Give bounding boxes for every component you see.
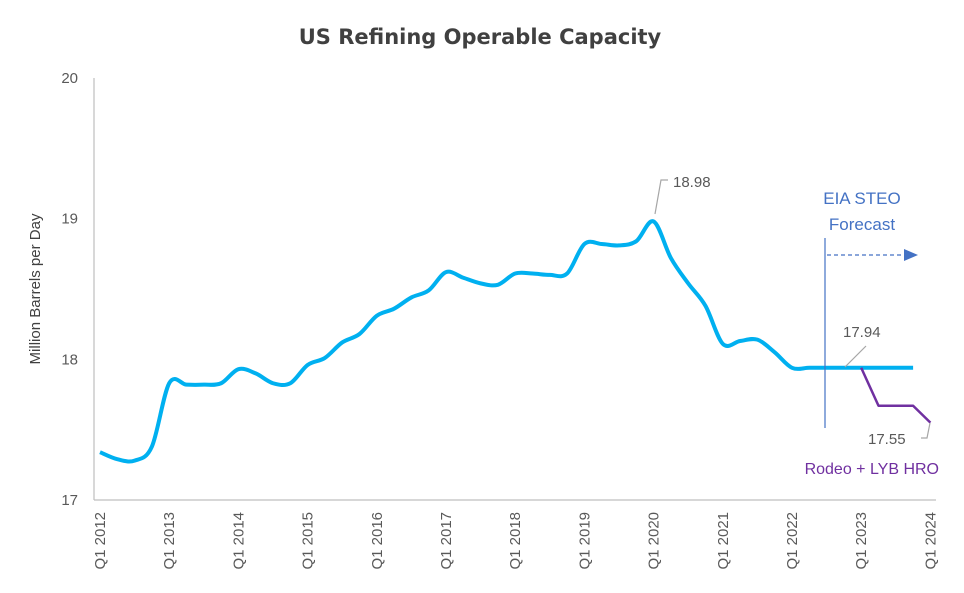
chart-title: US Refining Operable Capacity [299,25,662,49]
x-tick-label: Q1 2016 [369,512,386,570]
x-tick-label: Q1 2024 [922,512,939,570]
x-tick-label: Q1 2021 [715,512,732,570]
forecast-arrow-head-icon [904,249,918,261]
x-tick-label: Q1 2022 [784,512,801,570]
y-tick-label: 17 [61,492,78,509]
y-tick-label: 18 [61,351,78,368]
y-tick-label: 19 [61,211,78,228]
x-tick-label: Q1 2013 [161,512,178,570]
end-value-leader-line [921,422,931,439]
capacity-series-line [99,219,914,464]
x-tick-label: Q1 2020 [646,512,663,570]
purple-series-label: Rodeo + LYB HRO [805,461,939,478]
y-axis-label: Million Barrels per Day [27,213,44,364]
forecast-level-leader-line [844,345,867,368]
forecast-label-line1: EIA STEO [823,189,900,208]
x-tick-label: Q1 2023 [853,512,870,570]
forecast-label-line2: Forecast [829,215,895,234]
peak-data-label: 18.98 [673,174,711,191]
peak-leader-line [654,179,668,215]
y-tick-label: 20 [61,70,78,87]
x-tick-label: Q1 2019 [576,512,593,570]
x-tick-label: Q1 2014 [230,512,247,570]
end-value-data-label: 17.55 [868,431,906,448]
x-tick-label: Q1 2017 [438,512,455,570]
rodeo-lyb-series-line [860,367,932,424]
x-tick-label: Q1 2015 [300,512,317,570]
x-tick-label: Q1 2012 [92,512,109,570]
forecast-level-data-label: 17.94 [843,324,881,341]
x-tick-label: Q1 2018 [507,512,524,570]
